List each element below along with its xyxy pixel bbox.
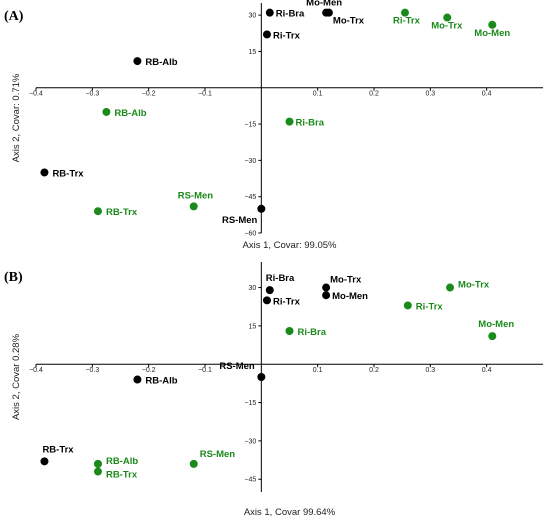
x-tick-label: 0.3	[425, 91, 435, 98]
data-point-label: Mo-Men	[306, 0, 342, 9]
y-tick-label: 15	[249, 49, 257, 56]
chart-panel-a: −0.4 −0.3 −0.2 −0.1 0.1 0.2 0.3 0.4 30 15 −15 −30 −4…	[4, 0, 543, 251]
x-tick-label: −0.1	[198, 367, 212, 374]
chart-panel-b: −0.4 −0.3 −0.2 −0.1 0.1 0.2 0.3 0.4 30 15 −15 −30 −4…	[4, 262, 543, 518]
data-point-label: RB-Trx	[106, 207, 138, 218]
data-point-label: RS-Men	[178, 190, 214, 201]
data-point	[488, 332, 497, 341]
data-point	[488, 20, 497, 29]
data-point	[257, 373, 266, 381]
data-point	[102, 107, 111, 116]
data-point-label: Mo-Trx	[330, 275, 362, 286]
panel-label: (B)	[4, 270, 23, 285]
y-tick-label: −15	[244, 122, 256, 129]
y-tick-label: 30	[249, 13, 257, 20]
data-point-label: Ri-Trx	[393, 16, 421, 27]
data-point-label: Ri-Bra	[266, 273, 295, 284]
y-axis-label: Axis 2, Covar 0.28%	[11, 333, 22, 420]
data-point	[93, 467, 102, 476]
data-point-label: RB-Trx	[106, 470, 138, 481]
data-point-label: RB-Alb	[145, 57, 177, 68]
y-tick-label: −30	[244, 438, 256, 445]
data-point-label: Mo-Trx	[333, 16, 365, 27]
data-point-label: RB-Alb	[145, 376, 177, 387]
x-tick-label: 0.3	[425, 367, 435, 374]
data-point-label: RS-Men	[200, 449, 236, 460]
data-point-label: Ri-Bra	[276, 9, 305, 20]
y-tick-label: −60	[244, 231, 256, 238]
data-point	[322, 291, 331, 300]
data-point-label: RS-Men	[219, 361, 255, 372]
data-point-label: RS-Men	[222, 215, 258, 226]
data-point	[262, 296, 271, 305]
data-point	[40, 168, 49, 177]
data-point	[189, 202, 198, 211]
x-axis-label: Axis 1, Covar 99.64%	[244, 507, 336, 518]
data-point	[265, 8, 274, 17]
y-axis-label: Axis 2, Covar: 0.71%	[11, 73, 22, 162]
data-point-label: Mo-Men	[332, 291, 368, 302]
x-tick-label: −0.3	[85, 91, 99, 98]
data-point	[93, 207, 102, 216]
data-point	[133, 57, 142, 66]
data-point	[446, 283, 455, 292]
data-point	[189, 459, 198, 468]
data-point-label: RB-Trx	[52, 168, 84, 179]
data-point	[285, 117, 294, 126]
x-tick-label: 0.2	[369, 91, 379, 98]
x-tick-label: 0.2	[369, 367, 379, 374]
data-point-label: RB-Trx	[42, 444, 74, 455]
data-point	[324, 8, 333, 17]
data-point	[133, 375, 142, 384]
y-tick-label: −30	[244, 158, 256, 165]
data-point-label: Mo-Men	[478, 319, 514, 330]
data-point-label: Ri-Trx	[273, 296, 301, 307]
x-tick-label: −0.4	[29, 91, 43, 98]
y-tick-label: 15	[249, 323, 257, 330]
data-point-label: Ri-Bra	[296, 118, 325, 129]
x-tick-label: 0.4	[482, 367, 492, 374]
data-point	[403, 301, 412, 310]
y-tick-label: −45	[244, 194, 256, 201]
data-point-label: RB-Alb	[106, 456, 138, 467]
x-tick-label: −0.2	[142, 367, 156, 374]
y-tick-label: 30	[249, 285, 257, 292]
x-tick-label: 0.1	[313, 367, 323, 374]
x-tick-label: 0.4	[482, 91, 492, 98]
data-point-label: Mo-Trx	[431, 21, 463, 32]
data-point-label: Mo-Men	[474, 28, 510, 39]
data-point-label: Ri-Bra	[298, 327, 327, 338]
data-point	[93, 459, 102, 468]
data-point	[285, 327, 294, 335]
x-tick-label: −0.4	[29, 367, 43, 374]
x-tick-label: −0.2	[142, 91, 156, 98]
y-tick-label: −15	[244, 400, 256, 407]
data-point	[443, 13, 452, 22]
data-point	[257, 204, 266, 213]
data-point-label: Ri-Trx	[273, 30, 301, 41]
x-axis-label: Axis 1, Covar: 99.05%	[243, 240, 338, 251]
x-tick-label: −0.3	[85, 367, 99, 374]
y-tick-label: −45	[244, 477, 256, 484]
data-point	[400, 8, 409, 17]
panel-label: (A)	[4, 9, 24, 24]
x-tick-label: −0.1	[198, 91, 212, 98]
data-point-label: RB-Alb	[114, 108, 146, 119]
data-point	[265, 286, 274, 295]
data-point	[322, 283, 331, 292]
data-point-label: Ri-Trx	[416, 301, 444, 312]
data-point-label: Mo-Trx	[458, 280, 490, 291]
data-point	[262, 30, 271, 39]
data-point	[40, 457, 49, 466]
x-tick-label: 0.1	[313, 91, 323, 98]
